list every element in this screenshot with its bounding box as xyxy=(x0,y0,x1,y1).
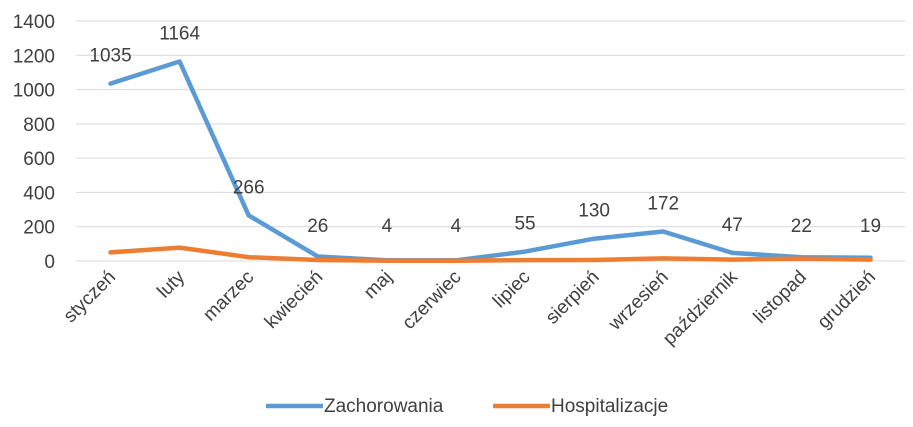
data-label: 1164 xyxy=(159,23,200,44)
x-tick-label: lipiec xyxy=(489,267,534,312)
y-tick-label: 1200 xyxy=(13,46,55,67)
y-tick-label: 400 xyxy=(23,183,55,204)
series-line-zachorowania xyxy=(108,59,873,263)
data-label: 130 xyxy=(578,201,610,222)
data-label: 4 xyxy=(451,216,462,237)
y-tick-label: 800 xyxy=(23,115,55,136)
x-tick-label: luty xyxy=(153,266,189,302)
x-tick-label: listopad xyxy=(750,267,811,328)
x-tick-label: kwiecień xyxy=(261,267,327,333)
y-tick-label: 0 xyxy=(44,252,55,273)
x-tick-label: październik xyxy=(659,266,742,349)
gridlines xyxy=(76,20,905,262)
data-label: 1035 xyxy=(89,46,131,67)
x-tick-label: wrzesień xyxy=(604,267,673,336)
data-label: 19 xyxy=(860,216,881,237)
series-line-hospitalizacje xyxy=(108,245,873,263)
data-label: 55 xyxy=(514,214,535,235)
y-axis-ticks: 0 200 400 600 800 1000 1200 1400 xyxy=(13,12,55,273)
series-lines xyxy=(108,59,873,263)
legend: Zachorowania Hospitalizacje xyxy=(266,396,668,417)
y-tick-label: 1000 xyxy=(13,81,55,102)
data-label: 4 xyxy=(382,216,393,237)
data-label: 26 xyxy=(307,216,328,237)
x-axis-ticks: styczeń luty marzec kwiecień maj czerwiec lipi… xyxy=(60,266,880,349)
x-tick-label: maj xyxy=(360,267,397,304)
x-tick-label: styczeń xyxy=(60,267,120,327)
x-tick-label: grudzień xyxy=(814,267,880,333)
y-tick-label: 200 xyxy=(23,218,55,239)
data-labels: 1035 1164 266 26 4 4 55 130 172 47 22 19 xyxy=(89,23,881,237)
x-tick-label: sierpień xyxy=(542,267,604,329)
data-label: 266 xyxy=(233,177,265,198)
legend-label: Zachorowania xyxy=(324,396,444,417)
data-label: 47 xyxy=(722,215,743,236)
x-tick-label: czerwiec xyxy=(398,267,465,334)
y-tick-label: 600 xyxy=(23,149,55,170)
data-label: 172 xyxy=(647,194,679,215)
x-tick-label: marzec xyxy=(199,267,258,326)
legend-label: Hospitalizacje xyxy=(551,396,668,417)
data-label: 22 xyxy=(791,216,812,237)
y-tick-label: 1400 xyxy=(13,12,55,33)
